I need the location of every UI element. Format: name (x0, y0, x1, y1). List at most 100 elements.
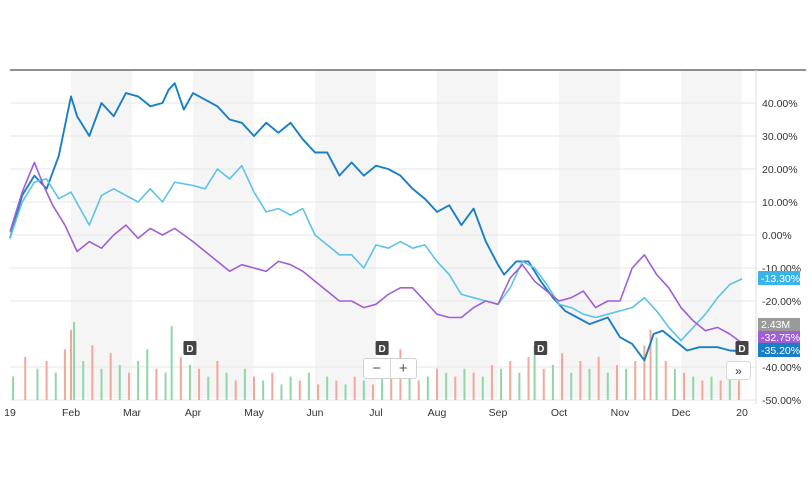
volume-bar (317, 384, 320, 400)
volume-bar (710, 376, 713, 400)
volume-bar (289, 376, 292, 400)
dividend-marker[interactable]: D (735, 341, 749, 355)
volume-bar (36, 368, 39, 400)
volume-bar (70, 329, 72, 400)
dividend-marker[interactable]: D (183, 341, 197, 355)
expand-button[interactable]: » (726, 361, 751, 380)
month-band (437, 70, 498, 398)
volume-bar (100, 368, 103, 400)
volume-bar (615, 364, 618, 400)
volume-bar (82, 361, 85, 400)
dividend-marker-label: D (738, 344, 745, 355)
series-line (9, 82, 743, 362)
series-last-value-tag-bg (758, 331, 800, 344)
zoom-in-button[interactable]: + (389, 359, 417, 378)
volume-bar (500, 368, 503, 400)
volume-bar (481, 376, 484, 400)
y-tick-label: -20.00% (762, 296, 801, 308)
volume-bar (326, 376, 329, 400)
series-last-value-tag-bg (758, 271, 800, 285)
dividend-marker[interactable]: D (375, 341, 389, 355)
volume-bar (298, 380, 301, 400)
volume-bar (664, 361, 667, 400)
dividend-marker-box (735, 341, 749, 355)
volume-bar (542, 368, 545, 400)
volume-bar (137, 361, 140, 400)
volume-bar (335, 380, 338, 400)
x-tick-label: Feb (62, 407, 80, 419)
volume-bar (737, 380, 740, 400)
x-tick-label: 20 (736, 407, 748, 419)
volume-bar (683, 372, 686, 400)
series-last-value-tag: -35.20% (761, 345, 800, 357)
volume-bar (146, 349, 149, 400)
volume-bar (673, 368, 676, 400)
volume-bar (271, 372, 274, 400)
volume-bar (262, 380, 265, 400)
volume-bar (426, 376, 429, 400)
x-tick-label: Apr (185, 407, 202, 419)
volume-bar (579, 361, 582, 400)
zoom-out-button[interactable]: − (372, 360, 382, 377)
volume-bar (54, 372, 57, 400)
y-tick-label: 0.00% (762, 230, 792, 242)
volume-bar (24, 357, 27, 400)
x-tick-label: Jul (369, 407, 382, 419)
volume-bar (551, 364, 554, 400)
volume-bar (280, 384, 283, 400)
dividend-marker-label: D (378, 344, 385, 355)
month-band (193, 70, 254, 398)
month-band (315, 70, 376, 398)
series-line (9, 164, 743, 342)
volume-bar (198, 368, 201, 400)
volume-bar (390, 372, 393, 400)
volume-bar (234, 380, 237, 400)
month-band (681, 70, 742, 398)
volume-bar (509, 361, 512, 400)
volume-bar (164, 372, 167, 400)
volume-bar (719, 380, 722, 400)
volume-bar (588, 368, 591, 400)
series-last-value-tag: -13.30% (761, 273, 800, 285)
volume-bar (381, 376, 384, 400)
volume-bar (570, 372, 573, 400)
volume-bar (490, 364, 493, 400)
volume-bar (243, 368, 246, 400)
volume-bar (527, 357, 530, 400)
volume-bar (371, 384, 374, 400)
volume-bar (63, 349, 66, 400)
volume-bar (109, 353, 112, 400)
volume-bar (634, 361, 637, 400)
dividend-marker-box (534, 341, 548, 355)
volume-bar (472, 372, 475, 400)
volume-bar (155, 368, 158, 400)
volume-bar (701, 380, 704, 400)
volume-bar (73, 322, 76, 400)
volume-bar (225, 372, 228, 400)
volume-bar (692, 376, 695, 400)
x-tick-label: May (244, 407, 265, 419)
volume-bar (353, 376, 356, 400)
volume-bar (597, 357, 600, 400)
dividend-marker[interactable]: D (534, 341, 548, 355)
volume-bar (408, 376, 411, 400)
zoom-controls: − + (363, 358, 417, 379)
volume-bar (463, 368, 466, 400)
volume-bar (417, 380, 420, 400)
volume-bar (91, 345, 94, 400)
volume-bar (127, 372, 130, 400)
volume-bar (655, 337, 658, 400)
volume-bar (179, 357, 182, 400)
x-tick-label: Jun (307, 407, 324, 419)
month-band (71, 70, 132, 398)
dividend-marker-box (375, 341, 389, 355)
series-last-value-tag: -32.75% (761, 332, 800, 344)
volume-bar (362, 380, 365, 400)
volume-bar (253, 376, 255, 400)
volume-bar (533, 345, 536, 400)
volume-bar (454, 376, 457, 400)
volume-bar (728, 376, 731, 400)
y-tick-label: 10.00% (762, 197, 798, 209)
